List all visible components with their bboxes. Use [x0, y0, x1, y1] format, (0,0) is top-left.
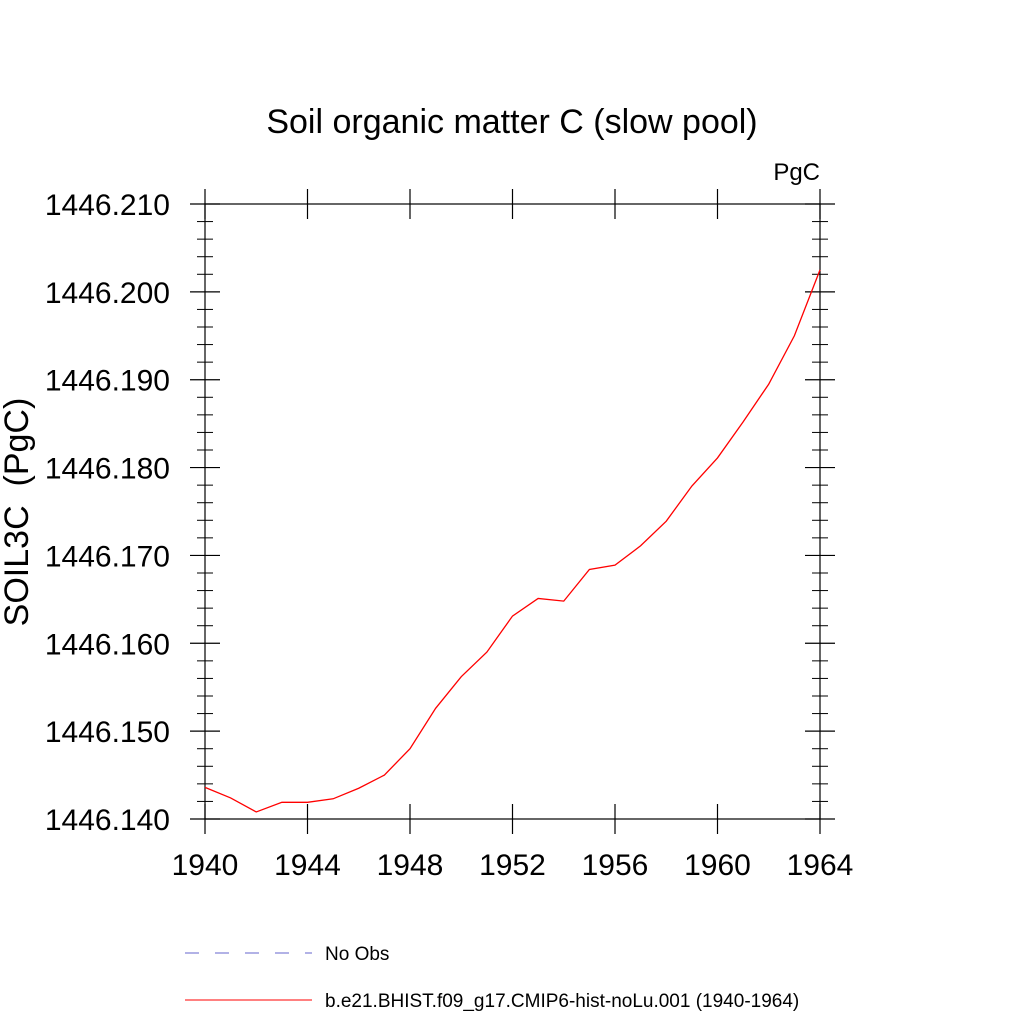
- legend-label: No Obs: [325, 944, 389, 965]
- series-line: [204, 269, 821, 813]
- x-tick-label: 1964: [787, 849, 854, 882]
- units-label: PgC: [773, 159, 820, 186]
- y-axis-label: SOIL3C (PgC): [0, 398, 36, 627]
- x-tick-label: 1956: [582, 849, 649, 882]
- y-tick-label: 1446.190: [45, 365, 170, 398]
- y-tick-label: 1446.200: [45, 277, 170, 310]
- x-tick-label: 1948: [377, 849, 444, 882]
- plot-frame: [204, 203, 821, 820]
- y-tick-label: 1446.170: [45, 540, 170, 573]
- chart-title: Soil organic matter C (slow pool): [266, 103, 757, 141]
- y-tick-label: 1446.150: [45, 716, 170, 749]
- y-tick-label: 1446.140: [45, 804, 170, 837]
- y-tick-label: 1446.180: [45, 453, 170, 486]
- x-tick-label: 1952: [479, 849, 546, 882]
- x-tick-label: 1960: [684, 849, 751, 882]
- x-tick-label: 1940: [172, 849, 239, 882]
- y-tick-label: 1446.160: [45, 628, 170, 661]
- legend: No Obs b.e21.BHIST.f09_g17.CMIP6-hist-noL…: [185, 944, 799, 1012]
- plot-area: 1446.140 1446.150 1446.160 1446.170 1446.180…: [45, 189, 854, 882]
- legend-label: b.e21.BHIST.f09_g17.CMIP6-hist-noLu.001 …: [325, 991, 799, 1012]
- x-tick-label: 1944: [274, 849, 341, 882]
- y-tick-label: 1446.210: [45, 189, 170, 222]
